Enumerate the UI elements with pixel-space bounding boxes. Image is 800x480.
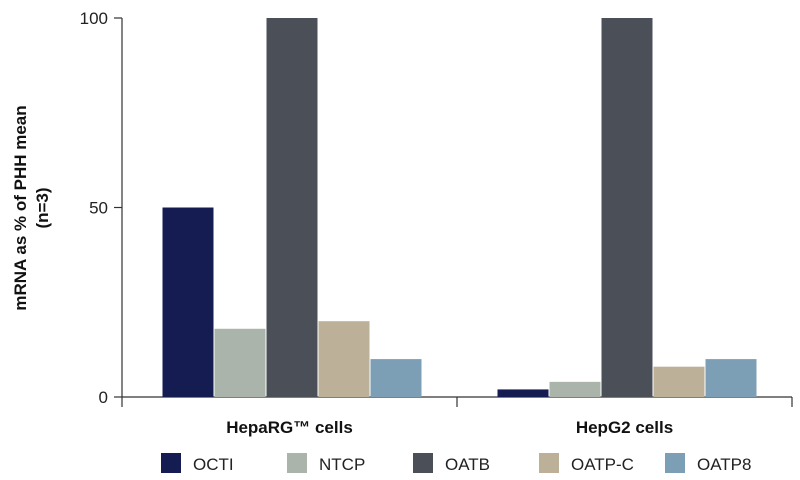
bar-octi-2 [497,389,549,397]
category-label: HepG2 cells [576,418,673,437]
y-tick-label: 100 [80,9,108,28]
category-labels: HepaRG™ cells HepG2 cells [226,418,673,437]
bar-octi-1 [162,207,214,397]
y-axis-label: mRNA as % of PHH mean (n=3) [11,105,52,310]
legend-swatch [539,453,559,473]
y-axis-label-line-2: (n=3) [33,187,52,228]
bar-ntcp-1 [214,328,266,397]
legend-swatch [665,453,685,473]
y-tick-label: 50 [89,199,108,218]
y-tick-label: 0 [99,388,108,407]
legend-label: NTCP [319,455,365,474]
legend-label: OATB [445,455,490,474]
bar-oatb-1 [266,18,318,397]
legend-label: OCTI [193,455,234,474]
legend-swatch [161,453,181,473]
bars [162,18,757,397]
bar-oatp-c-2 [653,366,705,397]
y-axis-label-line-1: mRNA as % of PHH mean [11,105,30,310]
bar-oatp-c-1 [318,321,370,397]
legend: OCTI NTCP OATB OATP-C OATP8 [161,453,751,474]
bar-oatp8-2 [705,359,757,397]
legend-swatch [287,453,307,473]
bar-oatb-2 [601,18,653,397]
legend-swatch [413,453,433,473]
legend-label: OATP-C [571,455,634,474]
bar-ntcp-2 [549,381,601,397]
bar-oatp8-1 [370,359,422,397]
legend-label: OATP8 [697,455,751,474]
category-label: HepaRG™ cells [226,418,353,437]
